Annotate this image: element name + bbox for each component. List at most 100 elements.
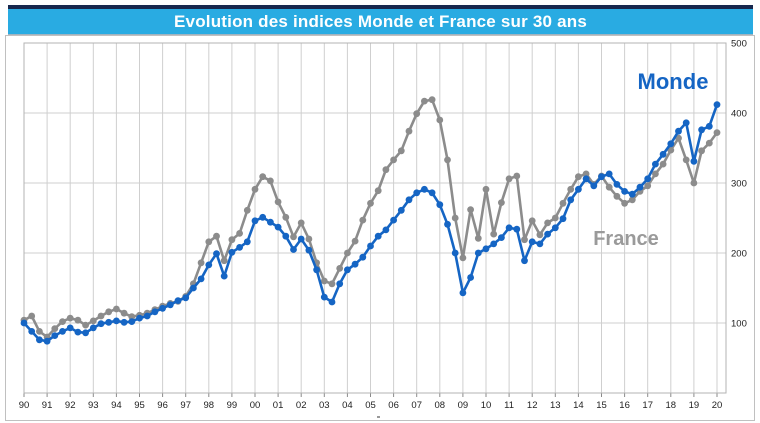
y-tick-label: 300 bbox=[731, 179, 747, 190]
data-point-france bbox=[474, 234, 482, 242]
data-point-monde bbox=[436, 201, 444, 209]
x-tick-label: 14 bbox=[573, 400, 584, 411]
data-point-france bbox=[236, 230, 244, 237]
data-point-france bbox=[59, 318, 66, 325]
data-point-france bbox=[582, 170, 590, 178]
data-point-monde bbox=[120, 318, 128, 326]
data-point-france bbox=[705, 139, 713, 147]
x-tick-label: 11 bbox=[504, 400, 514, 411]
data-point-france bbox=[89, 317, 97, 325]
data-point-monde bbox=[205, 261, 213, 269]
x-tick-label: 96 bbox=[157, 400, 168, 411]
x-tick-label: 08 bbox=[435, 400, 446, 411]
data-point-monde bbox=[428, 189, 436, 197]
x-tick-label: 95 bbox=[134, 400, 145, 411]
data-point-france bbox=[675, 134, 682, 142]
x-tick-label: 09 bbox=[458, 400, 469, 411]
data-point-france bbox=[243, 206, 251, 214]
data-point-monde bbox=[74, 328, 82, 336]
data-point-france bbox=[28, 312, 36, 320]
data-point-monde bbox=[20, 319, 28, 327]
data-point-france bbox=[613, 192, 621, 200]
data-point-monde bbox=[313, 266, 320, 274]
data-point-france bbox=[97, 312, 105, 320]
data-point-monde bbox=[59, 328, 66, 335]
data-point-france bbox=[66, 314, 74, 322]
data-point-france bbox=[367, 199, 374, 207]
x-tick-label: 91 bbox=[42, 400, 53, 411]
data-point-monde bbox=[159, 304, 167, 312]
data-point-monde bbox=[490, 240, 498, 248]
data-point-france bbox=[428, 96, 436, 104]
data-point-monde bbox=[397, 206, 405, 214]
chart-canvas: 90 91 92 93 94 95 96 97 98 99 00 01 02 03 04 05 06 07 08 09… bbox=[19, 39, 747, 418]
data-point-monde bbox=[675, 127, 682, 135]
data-point-france bbox=[513, 172, 521, 180]
data-point-monde bbox=[143, 312, 151, 320]
data-point-france bbox=[413, 110, 421, 118]
x-tick-label: 19 bbox=[689, 400, 700, 411]
data-point-monde bbox=[36, 336, 43, 344]
data-point-monde bbox=[567, 196, 575, 204]
x-tick-label: 98 bbox=[204, 400, 215, 411]
x-tick-label: 03 bbox=[319, 400, 330, 411]
data-point-france bbox=[505, 175, 513, 183]
data-point-monde bbox=[174, 297, 182, 304]
y-tick-label: 100 bbox=[731, 319, 747, 330]
data-point-france bbox=[228, 236, 236, 244]
data-point-france bbox=[328, 280, 336, 288]
data-point-monde bbox=[51, 332, 59, 339]
data-point-monde bbox=[498, 234, 505, 242]
data-point-monde bbox=[113, 317, 120, 325]
data-point-france bbox=[682, 156, 690, 164]
data-point-france bbox=[120, 309, 128, 317]
data-point-monde bbox=[344, 266, 351, 274]
data-point-france bbox=[567, 185, 575, 193]
data-point-france bbox=[320, 277, 328, 285]
data-point-monde bbox=[66, 324, 74, 332]
data-point-france bbox=[659, 160, 667, 168]
data-point-monde bbox=[305, 246, 313, 254]
data-point-monde bbox=[582, 175, 590, 183]
data-point-france bbox=[259, 173, 267, 181]
data-point-france bbox=[667, 146, 675, 154]
data-point-monde bbox=[421, 185, 428, 193]
data-point-france bbox=[205, 238, 213, 246]
data-point-france bbox=[451, 214, 459, 222]
data-point-france bbox=[51, 325, 59, 332]
data-point-france bbox=[490, 230, 498, 238]
data-point-monde bbox=[467, 274, 474, 281]
data-point-monde bbox=[82, 329, 89, 337]
data-point-france bbox=[467, 206, 474, 214]
data-point-monde bbox=[698, 126, 705, 134]
stray-mark bbox=[377, 416, 380, 418]
data-point-monde bbox=[182, 294, 190, 302]
data-point-france bbox=[336, 265, 344, 272]
x-tick-label: 97 bbox=[180, 400, 191, 411]
x-tick-label: 93 bbox=[88, 400, 99, 411]
data-point-monde bbox=[151, 308, 159, 316]
data-point-monde bbox=[659, 150, 667, 158]
data-point-monde bbox=[613, 181, 621, 188]
france-series-label: France bbox=[593, 228, 659, 250]
data-point-monde bbox=[536, 240, 544, 248]
data-point-france bbox=[436, 116, 444, 124]
data-point-france bbox=[297, 219, 305, 227]
data-point-monde bbox=[667, 140, 675, 148]
data-point-monde bbox=[267, 218, 274, 226]
x-tick-label: 92 bbox=[65, 400, 76, 411]
data-point-monde bbox=[705, 122, 713, 130]
data-point-monde bbox=[197, 275, 205, 283]
data-point-france bbox=[251, 185, 259, 193]
data-point-monde bbox=[505, 224, 513, 232]
data-point-monde bbox=[474, 249, 482, 257]
x-tick-label: 01 bbox=[273, 400, 284, 411]
x-tick-label: 90 bbox=[19, 400, 30, 411]
x-tick-label: 13 bbox=[550, 400, 561, 411]
data-point-france bbox=[105, 308, 113, 316]
x-tick-label: 05 bbox=[365, 400, 376, 411]
data-point-monde bbox=[451, 249, 459, 257]
data-point-monde bbox=[644, 175, 652, 183]
data-point-monde bbox=[128, 318, 136, 325]
